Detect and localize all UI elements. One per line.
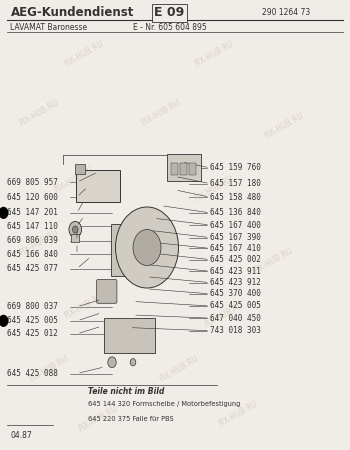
Text: FIX-HUB.RU: FIX-HUB.RU bbox=[193, 174, 235, 204]
Text: 645 144 320 Formscheibe / Motorbefestigung: 645 144 320 Formscheibe / Motorbefestigu… bbox=[88, 401, 240, 407]
Text: Teile nicht im Bild: Teile nicht im Bild bbox=[88, 387, 164, 396]
Text: FIX-HUB.RU: FIX-HUB.RU bbox=[140, 233, 182, 262]
Text: 645 167 390: 645 167 390 bbox=[210, 233, 261, 242]
Text: 669 800 037: 669 800 037 bbox=[7, 302, 58, 311]
Text: FIX-HUB.RU: FIX-HUB.RU bbox=[193, 39, 235, 69]
Text: 669 805 957: 669 805 957 bbox=[7, 178, 58, 187]
Text: 645 425 005: 645 425 005 bbox=[7, 316, 58, 325]
Text: 645 425 012: 645 425 012 bbox=[7, 329, 58, 338]
Text: 04.87: 04.87 bbox=[10, 431, 32, 440]
Text: 645 147 110: 645 147 110 bbox=[7, 222, 58, 231]
Text: 647 040 450: 647 040 450 bbox=[210, 314, 261, 323]
Text: 645 425 077: 645 425 077 bbox=[7, 264, 58, 273]
Text: 645 423 911: 645 423 911 bbox=[210, 267, 261, 276]
Circle shape bbox=[72, 226, 78, 233]
Circle shape bbox=[108, 357, 116, 368]
Text: FIX-HUB.RU: FIX-HUB.RU bbox=[77, 404, 119, 433]
Circle shape bbox=[0, 315, 8, 326]
Text: E 09: E 09 bbox=[154, 6, 184, 19]
Text: FIX-HUB.RU: FIX-HUB.RU bbox=[52, 165, 95, 195]
Text: LAVAMAT Baronesse: LAVAMAT Baronesse bbox=[10, 22, 88, 32]
Text: 645 158 480: 645 158 480 bbox=[210, 193, 261, 202]
Text: 669 806 039: 669 806 039 bbox=[7, 236, 58, 245]
Text: AEG-Kundendienst: AEG-Kundendienst bbox=[10, 6, 134, 19]
FancyBboxPatch shape bbox=[111, 224, 141, 276]
Text: FIX-HUB.RU: FIX-HUB.RU bbox=[203, 300, 245, 330]
Text: 290 1264 73: 290 1264 73 bbox=[262, 8, 311, 17]
Text: 645 370 400: 645 370 400 bbox=[210, 289, 261, 298]
Text: 645 425 005: 645 425 005 bbox=[210, 302, 261, 310]
Text: FIX-HUB.RU: FIX-HUB.RU bbox=[63, 291, 105, 321]
FancyBboxPatch shape bbox=[171, 163, 178, 175]
Circle shape bbox=[133, 230, 161, 266]
Circle shape bbox=[116, 207, 178, 288]
Text: 743 018 303: 743 018 303 bbox=[210, 326, 261, 335]
Text: 645 167 410: 645 167 410 bbox=[210, 244, 261, 253]
Text: 645 423 912: 645 423 912 bbox=[210, 278, 261, 287]
Text: FIX-HUB.RU: FIX-HUB.RU bbox=[262, 111, 305, 141]
Text: FIX-HUB.RU: FIX-HUB.RU bbox=[252, 246, 294, 276]
Text: 645 136 840: 645 136 840 bbox=[210, 208, 261, 217]
FancyBboxPatch shape bbox=[104, 318, 155, 353]
Text: 645 220 375 Falle für PBS: 645 220 375 Falle für PBS bbox=[88, 416, 173, 422]
Text: FIX-HUB.RU: FIX-HUB.RU bbox=[18, 228, 60, 258]
Text: 645 425 088: 645 425 088 bbox=[7, 369, 58, 378]
Text: 645 157 180: 645 157 180 bbox=[210, 179, 261, 188]
Circle shape bbox=[130, 359, 136, 366]
FancyBboxPatch shape bbox=[71, 234, 79, 242]
Text: 645 425 002: 645 425 002 bbox=[210, 255, 261, 264]
Circle shape bbox=[69, 221, 82, 238]
Text: 645 147 201: 645 147 201 bbox=[7, 208, 58, 217]
Text: 645 120 600: 645 120 600 bbox=[7, 193, 58, 202]
Text: FIX-HUB.RU: FIX-HUB.RU bbox=[28, 354, 70, 384]
FancyBboxPatch shape bbox=[75, 164, 85, 174]
Text: FIX-HUB.RU: FIX-HUB.RU bbox=[217, 399, 259, 429]
Text: 645 166 840: 645 166 840 bbox=[7, 250, 58, 259]
Text: FIX-HUB.RU: FIX-HUB.RU bbox=[158, 354, 200, 384]
FancyBboxPatch shape bbox=[189, 163, 196, 175]
Text: FIX-HUB.RU: FIX-HUB.RU bbox=[18, 98, 60, 127]
Text: 645 167 400: 645 167 400 bbox=[210, 220, 261, 230]
Text: FIX-HUB.RU: FIX-HUB.RU bbox=[140, 98, 182, 127]
Text: FIX-HUB.RU: FIX-HUB.RU bbox=[63, 39, 105, 69]
FancyBboxPatch shape bbox=[97, 279, 117, 303]
Circle shape bbox=[0, 207, 8, 218]
Text: 645 159 760: 645 159 760 bbox=[210, 163, 261, 172]
FancyBboxPatch shape bbox=[167, 154, 201, 181]
FancyBboxPatch shape bbox=[76, 170, 120, 202]
FancyBboxPatch shape bbox=[180, 163, 187, 175]
Text: E - Nr. 605 604 895: E - Nr. 605 604 895 bbox=[133, 23, 207, 32]
